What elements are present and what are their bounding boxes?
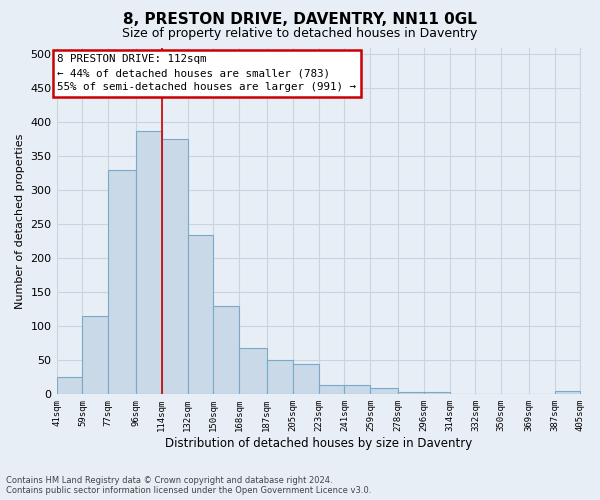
Bar: [56, 376, 82, 394]
Text: Contains HM Land Registry data © Crown copyright and database right 2024.: Contains HM Land Registry data © Crown c…: [6, 476, 332, 485]
Bar: [344, 385, 370, 394]
Bar: [293, 364, 319, 394]
Text: 8 PRESTON DRIVE: 112sqm
← 44% of detached houses are smaller (783)
55% of semi-d: 8 PRESTON DRIVE: 112sqm ← 44% of detache…: [57, 54, 356, 92]
Bar: [239, 348, 267, 395]
Bar: [424, 392, 449, 394]
Bar: [398, 392, 424, 394]
Text: Size of property relative to detached houses in Daventry: Size of property relative to detached ho…: [122, 28, 478, 40]
Bar: [214, 306, 239, 394]
Text: 8, PRESTON DRIVE, DAVENTRY, NN11 0GL: 8, PRESTON DRIVE, DAVENTRY, NN11 0GL: [123, 12, 477, 28]
Text: Contains public sector information licensed under the Open Government Licence v3: Contains public sector information licen…: [6, 486, 371, 495]
X-axis label: Distribution of detached houses by size in Daventry: Distribution of detached houses by size …: [165, 437, 472, 450]
Bar: [161, 140, 188, 394]
Bar: [319, 385, 344, 394]
Bar: [109, 170, 136, 394]
Bar: [188, 234, 214, 394]
Bar: [82, 316, 109, 394]
Bar: [370, 388, 398, 394]
Bar: [554, 391, 580, 394]
Y-axis label: Number of detached properties: Number of detached properties: [15, 133, 25, 308]
Bar: [267, 360, 293, 394]
Bar: [136, 131, 161, 394]
